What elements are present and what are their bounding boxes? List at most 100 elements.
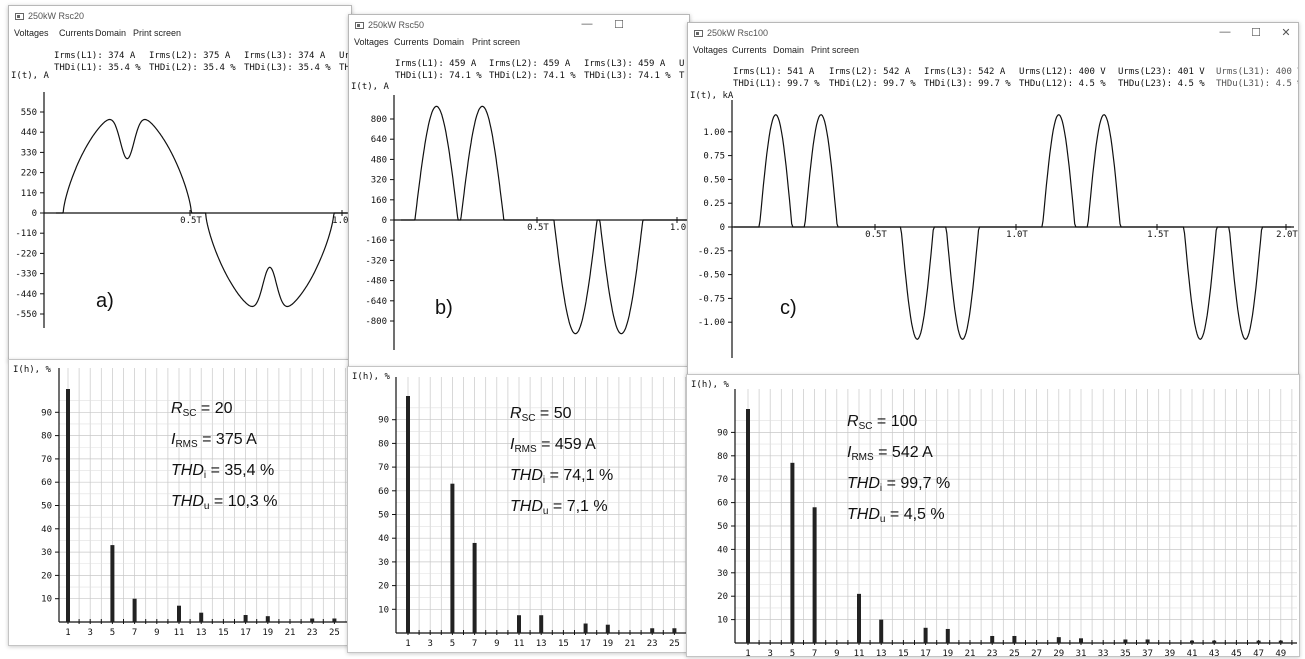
harmonic-bar-h25 — [332, 618, 337, 622]
y-tick-label: 80 — [41, 432, 52, 442]
y-tick-label: 550 — [21, 108, 37, 118]
title-bar: 250kW Rsc100 — ☐ ✕ — [688, 23, 1298, 45]
y-tick-label: 480 — [371, 155, 387, 165]
measurement-readout: Irms(L1): 459 A THDi(L1): 74.1 % Irms(L2… — [349, 51, 689, 91]
menu-voltages[interactable]: Voltages — [354, 37, 389, 47]
x-tick-label: 11 — [514, 639, 525, 649]
y-tick-label: 10 — [717, 616, 728, 626]
menu-voltages[interactable]: Voltages — [693, 45, 728, 55]
menu-currents[interactable]: Currents — [394, 37, 429, 47]
x-tick-label: 25 — [329, 628, 340, 638]
y-tick-label: 110 — [21, 189, 37, 199]
harmonic-bar-h25 — [672, 628, 677, 633]
harmonic-bar-h13 — [539, 615, 544, 633]
y-tick-label: -800 — [365, 317, 387, 327]
harmonic-bar-h23 — [310, 618, 315, 622]
y-tick-label: 800 — [371, 115, 387, 125]
harmonic-bar-h25 — [1012, 635, 1017, 643]
y-tick-label: -1.00 — [698, 318, 725, 328]
menu-voltages[interactable]: Voltages — [14, 28, 49, 38]
x-tick-label: 21 — [285, 628, 296, 638]
x-tick-label: 45 — [1231, 649, 1242, 656]
y-tick-label: -480 — [365, 277, 387, 287]
harmonic-bar-h19 — [945, 628, 950, 643]
y-tick-label: -160 — [365, 236, 387, 246]
harmonic-bar-h19 — [605, 624, 610, 633]
menu-print-screen[interactable]: Print screen — [133, 28, 182, 38]
urms-l31: Urms(L31): 400 V — [1216, 67, 1299, 77]
harmonic-bar-h11 — [857, 593, 861, 643]
menu-currents[interactable]: Currents — [59, 28, 94, 38]
menu-bar: Voltages Currents Domain Print screen — [688, 45, 1298, 59]
menu-bar: Voltages Currents Domain Print screen — [349, 37, 689, 51]
annotation-irms: IRMS = 459 A — [510, 436, 596, 455]
y-tick-label: -330 — [15, 270, 37, 280]
x-tick-label: 47 — [1253, 649, 1264, 656]
close-icon[interactable]: ✕ — [1281, 27, 1291, 39]
urms-l12: Ur — [339, 51, 350, 61]
thdi-l1: THDi(L1): 99.7 % — [733, 79, 820, 89]
x-tick-label: 15 — [898, 649, 909, 656]
y-tick-label: 40 — [378, 534, 389, 544]
x-tick-label: 11 — [854, 649, 865, 656]
x-tick-label: 19 — [942, 649, 953, 656]
thdi-l3: THDi(L3): 99.7 % — [924, 79, 1011, 89]
x-tick-label: 39 — [1164, 649, 1175, 656]
y-tick-label: 90 — [717, 428, 728, 438]
x-tick-label: 23 — [987, 649, 998, 656]
y-tick-label: 640 — [371, 135, 387, 145]
minimize-icon[interactable]: — — [1219, 26, 1231, 38]
x-tick-label: 49 — [1275, 649, 1286, 656]
x-tick-label: 19 — [602, 639, 613, 649]
thdi-l1: THDi(L1): 74.1 % — [395, 71, 482, 81]
menu-currents[interactable]: Currents — [732, 45, 767, 55]
window-title: 250kW Rsc100 — [707, 28, 769, 38]
x-tick-label: 19 — [262, 628, 273, 638]
thdu-l12: THDu(L12): 4.5 % — [1019, 79, 1106, 89]
thdi-l2: THDi(L2): 74.1 % — [489, 71, 576, 81]
menu-domain[interactable]: Domain — [95, 28, 127, 38]
harmonic-bar-h7 — [812, 507, 817, 643]
x-tick-label: 13 — [536, 639, 547, 649]
x-tick-label: 43 — [1209, 649, 1220, 656]
urms-l12: U — [679, 59, 685, 69]
menu-domain[interactable]: Domain — [433, 37, 465, 47]
y-tick-label: 70 — [41, 455, 52, 465]
thdu-l12: T — [679, 71, 685, 81]
thdu-l23: THDu(L23): 4.5 % — [1118, 79, 1205, 89]
y-tick-label: 70 — [717, 475, 728, 485]
harmonic-bar-h19 — [265, 616, 270, 622]
thdi-l2: THDi(L2): 35.4 % — [149, 63, 236, 73]
x-tick-label: 0.5T — [527, 223, 549, 233]
y-tick-label: 1.00 — [703, 128, 725, 138]
y-tick-label: 330 — [21, 148, 37, 158]
y-tick-label: -0.50 — [698, 271, 725, 281]
menu-print-screen[interactable]: Print screen — [472, 37, 521, 47]
x-tick-label: 21 — [965, 649, 976, 656]
x-tick-label: 1.0T — [1006, 230, 1028, 240]
harmonic-spectrum-rsc20: I(h), % 90 80 70 60 50 40 30 20 10 1 3 5 7 9 11 13 15 17 19… — [8, 359, 350, 646]
y-tick-label: -440 — [15, 290, 37, 300]
irms-l1: Irms(L1): 459 A — [395, 59, 477, 69]
y-tick-label: 50 — [378, 511, 389, 521]
y-tick-label: 50 — [717, 522, 728, 532]
minimize-icon[interactable]: — — [581, 18, 593, 30]
y-tick-label: 0.25 — [703, 199, 725, 209]
harmonic-bar-h41 — [1190, 640, 1194, 643]
annotation-irms: IRMS = 375 A — [171, 431, 257, 450]
current-trace — [56, 118, 347, 308]
y-tick-label: -220 — [15, 249, 37, 259]
menu-print-screen[interactable]: Print screen — [811, 45, 860, 55]
y-tick-label: -640 — [365, 297, 387, 307]
harmonic-bar-h31 — [1079, 638, 1083, 643]
menu-domain[interactable]: Domain — [773, 45, 805, 55]
x-tick-label: 1 — [65, 628, 70, 638]
maximize-icon[interactable]: ☐ — [614, 19, 624, 31]
harmonic-bar-h1 — [66, 389, 70, 622]
irms-l2: Irms(L2): 375 A — [149, 51, 231, 61]
x-tick-label: 33 — [1098, 649, 1109, 656]
maximize-icon[interactable]: ☐ — [1251, 27, 1261, 39]
x-tick-label: 25 — [1009, 649, 1020, 656]
harmonic-bar-h17 — [243, 615, 248, 622]
